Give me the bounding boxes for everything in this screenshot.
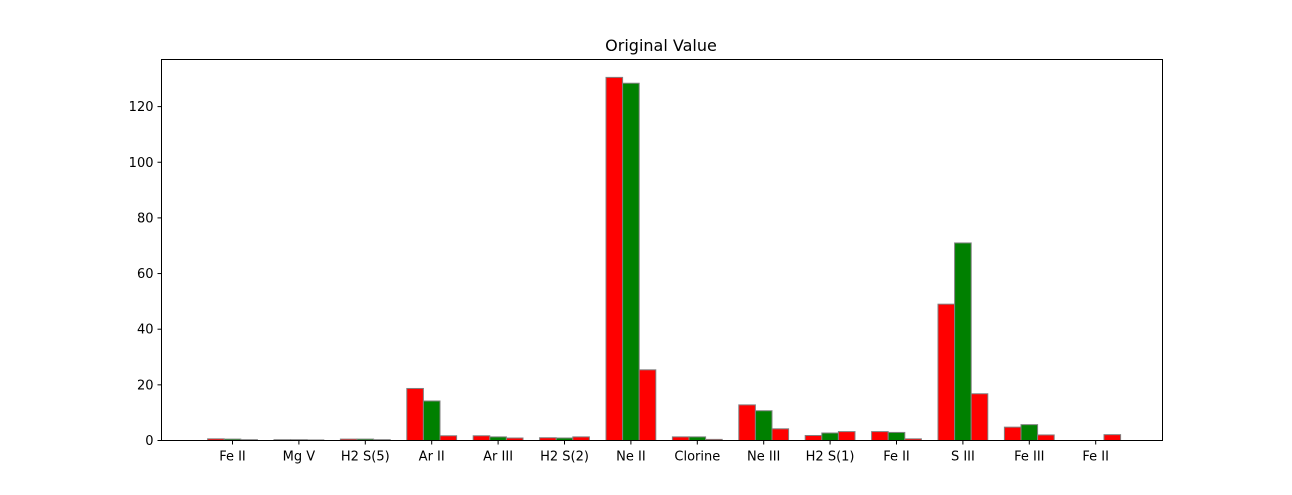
chart-title: Original Value — [605, 36, 717, 55]
bar-series-1-6 — [605, 76, 624, 441]
x-tick-label: Ne III — [747, 450, 780, 465]
bar-series-1-9 — [804, 434, 823, 441]
bar-series-3-12 — [1037, 434, 1055, 442]
bar-series-3-8 — [771, 428, 790, 441]
bar-series-1-7 — [671, 436, 690, 442]
y-tick-label: 80 — [137, 211, 154, 226]
x-tick-label: Ar II — [419, 450, 445, 465]
x-tick-label: Fe III — [1014, 450, 1044, 465]
bar-series-2-3 — [422, 400, 441, 441]
y-tick-label: 100 — [129, 156, 154, 171]
x-tick-label: Mg V — [283, 450, 316, 465]
y-tick-label: 60 — [137, 267, 154, 282]
bar-series-3-3 — [439, 435, 458, 441]
x-tick-label: S III — [951, 450, 975, 465]
bar-series-3-9 — [837, 431, 856, 442]
bar-series-3-5 — [572, 436, 590, 442]
x-tick-label: Fe II — [1082, 450, 1109, 465]
bar-series-2-7 — [688, 436, 707, 442]
bar-series-2-4 — [489, 436, 507, 442]
bar-series-1-11 — [937, 303, 956, 441]
x-tick-label: H2 S(5) — [341, 450, 390, 465]
x-tick-label: H2 S(2) — [540, 450, 589, 465]
bar-series-2-9 — [821, 432, 839, 441]
bar-series-2-10 — [887, 431, 906, 441]
x-tick-label: Clorine — [674, 450, 720, 465]
bar-series-3-6 — [638, 369, 657, 442]
x-tick-label: Ne II — [616, 450, 646, 465]
y-tick-label: 40 — [137, 323, 154, 338]
x-axis: Fe II Mg V H2 S(5) Ar II Ar III H2 S(2) Ne II C… — [219, 440, 1109, 465]
bar-series-2-8 — [754, 410, 773, 442]
bar-series-3-11 — [970, 393, 989, 441]
bar-series-2-6 — [622, 82, 640, 441]
y-tick-label: 0 — [145, 434, 153, 449]
bar-series-1-12 — [1003, 426, 1022, 442]
plot-frame — [161, 59, 1163, 441]
bars-layer — [207, 76, 1122, 442]
bar-series-1-4 — [472, 435, 491, 441]
x-tick-label: Fe II — [219, 450, 246, 465]
bar-series-1-10 — [871, 431, 889, 442]
bar-series-2-11 — [954, 242, 972, 441]
x-tick-label: H2 S(1) — [806, 450, 855, 465]
bar-series-1-3 — [406, 387, 424, 441]
y-tick-label: 120 — [129, 100, 154, 115]
y-tick-label: 20 — [137, 378, 154, 393]
x-tick-label: Fe II — [883, 450, 910, 465]
y-axis: 0 20 40 60 80 100 120 — [129, 100, 162, 449]
bar-series-2-12 — [1020, 424, 1039, 442]
bar-series-1-8 — [738, 404, 756, 442]
x-tick-label: Ar III — [483, 450, 513, 465]
bar-series-3-13 — [1103, 434, 1122, 442]
